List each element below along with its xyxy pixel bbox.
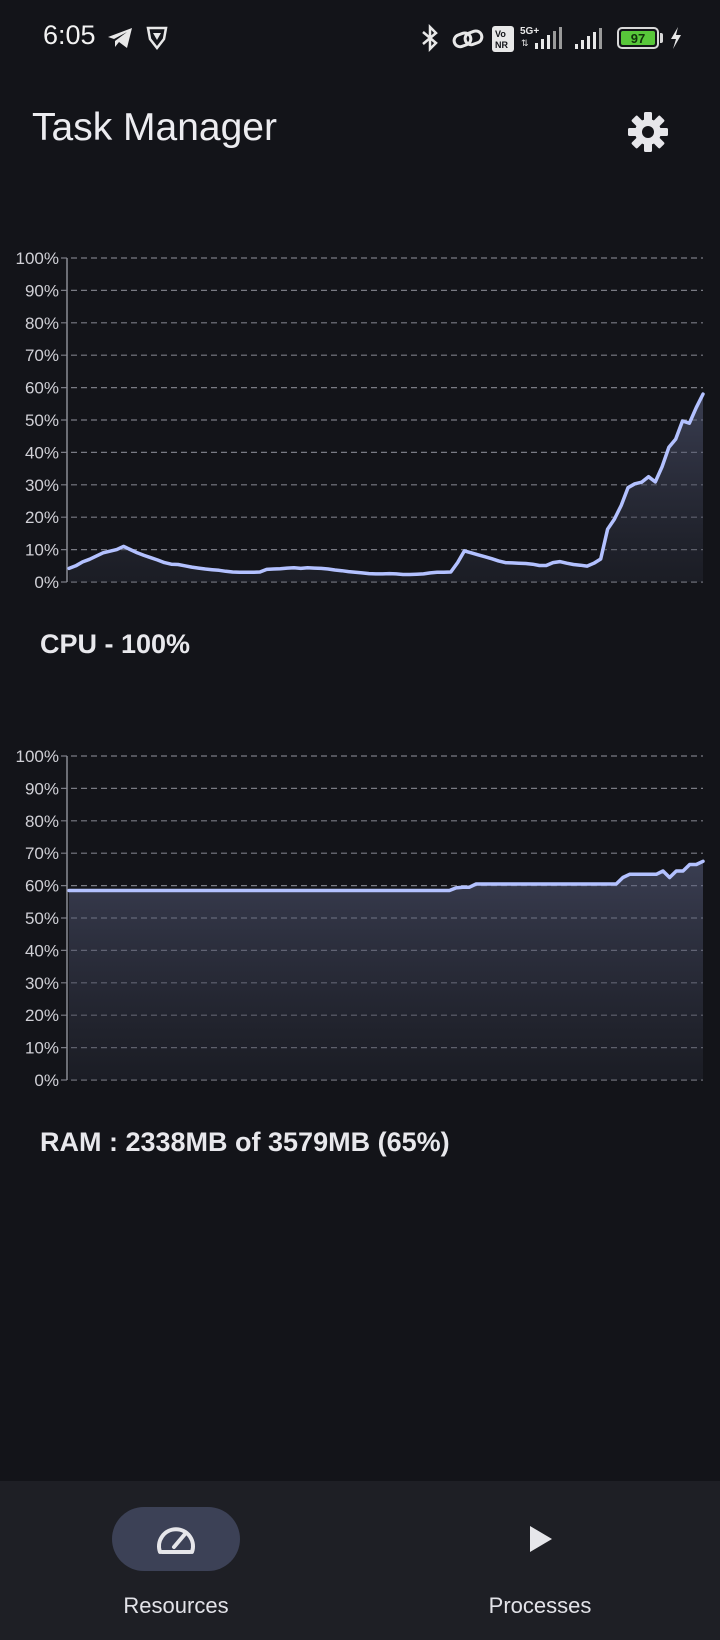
status-time: 6:05	[43, 20, 96, 51]
ram-tick-label: 30%	[25, 974, 59, 993]
ram-tick-label: 0%	[34, 1071, 59, 1090]
nav-item-resources[interactable]: Resources	[0, 1481, 360, 1640]
settings-button[interactable]	[620, 104, 676, 160]
cpu-tick-label: 40%	[25, 443, 59, 462]
cpu-tick-label: 10%	[25, 541, 59, 560]
page-title: Task Manager	[32, 106, 277, 150]
speedometer-icon	[154, 1522, 198, 1556]
ram-chart-svg: 100% 90% 80% 70% 60% 50% 40% 30% 20% 10% 0%	[0, 738, 720, 1098]
bottom-navigation: Resources Processes	[0, 1481, 720, 1640]
cpu-tick-label: 30%	[25, 476, 59, 495]
cpu-tick-label: 100%	[16, 249, 59, 268]
ram-tick-label: 10%	[25, 1039, 59, 1058]
play-icon	[525, 1523, 555, 1555]
ram-tick-label: 50%	[25, 909, 59, 928]
nav-item-processes[interactable]: Processes	[364, 1481, 720, 1640]
ram-tick-label: 70%	[25, 844, 59, 863]
link-icon	[452, 26, 484, 52]
battery-tip	[660, 33, 663, 43]
cpu-tick-label: 80%	[25, 314, 59, 333]
svg-text:⇅: ⇅	[521, 38, 529, 48]
cpu-tick-label: 70%	[25, 346, 59, 365]
cpu-chart: 100% 90% 80% 70% 60% 50% 40% 30% 20% 10% 0%	[0, 240, 720, 600]
nav-item-resources-indicator	[112, 1507, 240, 1571]
bluetooth-icon	[418, 24, 442, 52]
cpu-tick-label: 20%	[25, 508, 59, 527]
battery-icon: 97	[617, 27, 659, 49]
cpu-tick-label: 60%	[25, 379, 59, 398]
signal-icon	[574, 26, 608, 50]
cpu-tick-label: 90%	[25, 281, 59, 300]
ram-area	[69, 861, 703, 1080]
svg-text:NR: NR	[495, 40, 508, 50]
ram-chart: 100% 90% 80% 70% 60% 50% 40% 30% 20% 10% 0%	[0, 738, 720, 1098]
svg-text:Vo: Vo	[495, 29, 506, 39]
volte-icon: Vo NR	[492, 26, 514, 52]
ram-tick-label: 80%	[25, 812, 59, 831]
ram-tick-label: 20%	[25, 1006, 59, 1025]
battery-level: 97	[621, 31, 655, 45]
svg-text:5G+: 5G+	[520, 26, 539, 37]
cpu-usage-label: CPU - 100%	[40, 629, 190, 660]
ram-tick-label: 60%	[25, 877, 59, 896]
ram-tick-label: 40%	[25, 941, 59, 960]
charging-icon	[668, 26, 684, 50]
cpu-tick-label: 0%	[34, 573, 59, 592]
ram-tick-label: 90%	[25, 779, 59, 798]
nav-item-processes-indicator	[476, 1507, 604, 1571]
telegram-icon	[106, 26, 134, 50]
nav-item-processes-label: Processes	[364, 1593, 716, 1619]
ram-usage-label: RAM : 2338MB of 3579MB (65%)	[40, 1127, 450, 1158]
vpn-shield-icon	[145, 25, 169, 51]
nav-item-resources-label: Resources	[0, 1593, 352, 1619]
cpu-tick-label: 50%	[25, 411, 59, 430]
cpu-chart-svg: 100% 90% 80% 70% 60% 50% 40% 30% 20% 10% 0%	[0, 240, 720, 600]
ram-tick-label: 100%	[16, 747, 59, 766]
cpu-area	[69, 394, 703, 582]
signal-icon: 5G+ ⇅	[520, 24, 568, 52]
status-bar: 6:05 Vo NR 5G+ ⇅ 97	[0, 0, 720, 80]
gear-icon	[627, 111, 669, 153]
